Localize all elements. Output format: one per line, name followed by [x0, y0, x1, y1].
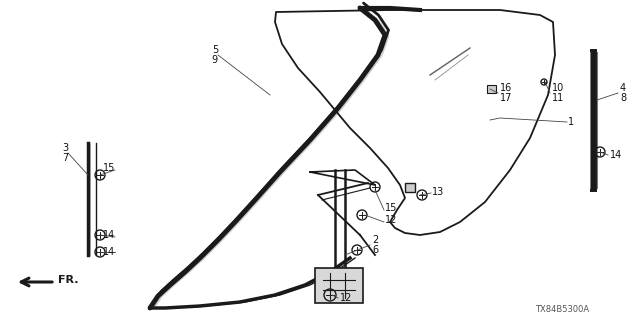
- Text: 14: 14: [103, 247, 115, 257]
- Text: FR.: FR.: [58, 275, 79, 285]
- Bar: [315, 268, 363, 303]
- Text: 2: 2: [372, 235, 378, 245]
- Text: 14: 14: [610, 150, 622, 160]
- Text: 10: 10: [552, 83, 564, 93]
- Text: 9: 9: [212, 55, 218, 65]
- Bar: [405, 183, 415, 192]
- Text: 11: 11: [552, 93, 564, 103]
- Text: 12: 12: [385, 215, 397, 225]
- Text: 17: 17: [500, 93, 513, 103]
- Text: 8: 8: [620, 93, 626, 103]
- Text: 15: 15: [102, 163, 115, 173]
- Text: 5: 5: [212, 45, 218, 55]
- Text: 16: 16: [500, 83, 512, 93]
- Bar: [487, 85, 496, 93]
- Text: 4: 4: [620, 83, 626, 93]
- Text: 7: 7: [61, 153, 68, 163]
- Text: 6: 6: [372, 245, 378, 255]
- Text: 1: 1: [568, 117, 574, 127]
- Text: 15: 15: [385, 203, 397, 213]
- Text: 12: 12: [340, 293, 353, 303]
- Text: 3: 3: [62, 143, 68, 153]
- Text: 13: 13: [432, 187, 444, 197]
- Text: 14: 14: [103, 230, 115, 240]
- Text: TX84B5300A: TX84B5300A: [535, 305, 589, 314]
